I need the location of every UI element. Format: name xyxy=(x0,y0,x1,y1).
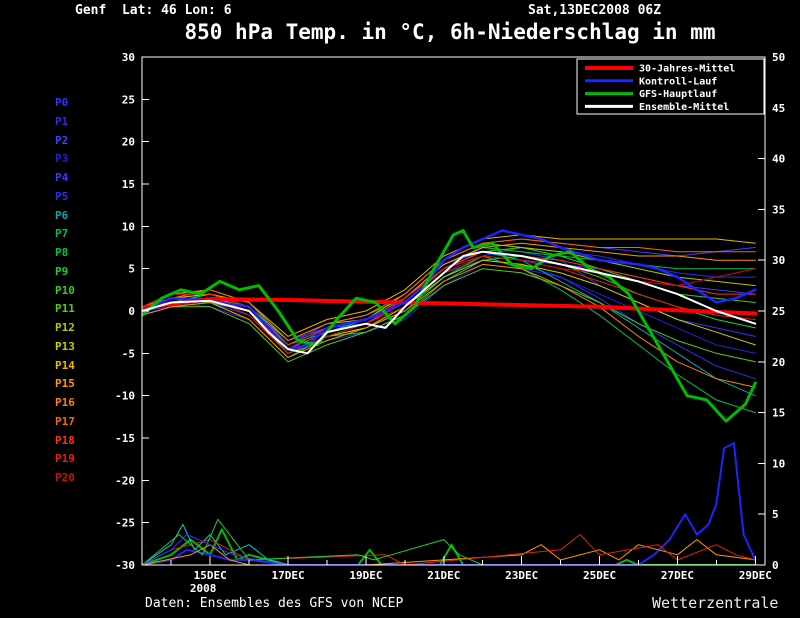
legend-label: 30-Jahres-Mittel xyxy=(639,63,735,75)
member-label-P0: P0 xyxy=(55,96,69,109)
ensemble-member-line-P16 xyxy=(142,263,756,388)
series-group xyxy=(142,229,758,565)
y-right-tick-label: 40 xyxy=(772,153,785,166)
y-right-tick-label: 35 xyxy=(772,203,785,216)
series-line-Ensemble-Mittel xyxy=(142,250,757,355)
ensemble-member-line-P5 xyxy=(142,259,756,380)
brand-wetterzentrale: Wetterzentrale xyxy=(652,594,779,612)
member-label-P9: P9 xyxy=(55,264,69,278)
y-right-tick-label: 25 xyxy=(772,305,785,318)
member-labels: P0 P1 P2 P3 P4 P5 P6 P7 P8 P9 P10 P11 P12 P13 P14 P15 P1… xyxy=(55,94,75,488)
member-label-P6: P6 xyxy=(55,208,69,222)
x-tick-label: 15DEC xyxy=(194,569,227,582)
y-left-tick-label: -15 xyxy=(115,432,135,445)
data-source: Daten: Ensembles des GFS von NCEP xyxy=(145,596,404,611)
y-right-tick-label: 30 xyxy=(772,254,785,267)
member-label-P14: P14 xyxy=(55,358,75,372)
series-line-Kontroll-Lauf xyxy=(142,229,757,351)
member-label-P10: P10 xyxy=(55,283,75,297)
member-label-P8: P8 xyxy=(55,246,69,259)
y-left-tick-label: 10 xyxy=(122,220,135,233)
station-info: Genf Lat: 46 Lon: 6 xyxy=(75,3,232,18)
x-tick-label: 23DEC xyxy=(505,569,538,582)
chart-title: 850 hPa Temp. in °C, 6h-Niederschlag in … xyxy=(184,20,716,44)
y-right-tick-label: 15 xyxy=(772,407,785,420)
legend-label: Ensemble-Mittel xyxy=(639,101,729,113)
member-label-P1: P1 xyxy=(55,114,69,128)
y-right-tick-label: 45 xyxy=(772,102,785,115)
legend-label: GFS-Hauptlauf xyxy=(639,89,717,100)
member-label-P7: P7 xyxy=(55,227,69,241)
y-left-tick-label: 5 xyxy=(128,263,135,276)
y-left-tick-label: -20 xyxy=(115,474,135,487)
member-label-P12: P12 xyxy=(55,321,75,334)
y-left-tick-label: 20 xyxy=(122,136,135,149)
member-label-P20: P20 xyxy=(55,471,75,484)
y-left-tick-label: 15 xyxy=(122,178,135,191)
x-tick-label: 29DEC xyxy=(739,569,772,582)
series-line-GFS-Hauptlauf xyxy=(142,229,757,423)
member-label-P13: P13 xyxy=(55,339,75,353)
ensemble-member-line-P19 xyxy=(142,255,756,346)
precip-line-member-precip-3 xyxy=(142,534,756,565)
y-right-tick-label: 10 xyxy=(772,457,785,470)
precip-line-member-precip-2 xyxy=(142,539,756,565)
member-label-P15: P15 xyxy=(55,377,75,391)
precip-line-member-precip-1 xyxy=(142,523,756,565)
y-right-tick-label: 5 xyxy=(772,508,779,521)
y-right-tick-label: 20 xyxy=(772,356,785,369)
member-label-P4: P4 xyxy=(55,171,69,184)
y-left-tick-label: -5 xyxy=(122,347,135,360)
member-label-P2: P2 xyxy=(55,133,69,147)
y-left-tick-label: -30 xyxy=(115,559,135,572)
y-left-tick-label: -10 xyxy=(115,390,135,403)
precip-line-member-precip-5 xyxy=(142,534,756,565)
x-tick-label: 19DEC xyxy=(349,569,382,582)
ensemble-member-line-P10 xyxy=(142,247,756,342)
member-label-P5: P5 xyxy=(55,189,69,203)
run-datetime: Sat,13DEC2008 06Z xyxy=(528,3,662,18)
ensemble-member-line-P0 xyxy=(142,247,756,342)
member-label-P17: P17 xyxy=(55,414,75,428)
member-label-P16: P16 xyxy=(55,396,75,409)
y-right-tick-label: 50 xyxy=(772,51,785,64)
member-label-P18: P18 xyxy=(55,433,75,447)
y-left-tick-label: 25 xyxy=(122,93,135,106)
x-tick-label: 21DEC xyxy=(427,569,460,582)
x-tick-label: 17DEC xyxy=(271,569,304,582)
ensemble-member-line-P6 xyxy=(142,251,756,397)
series-line-30-Jahres-Mittel xyxy=(142,297,758,316)
member-label-P19: P19 xyxy=(55,452,75,466)
ensemble-member-line-P2 xyxy=(142,238,756,346)
y-left-tick-label: 0 xyxy=(128,305,135,318)
x-tick-label: 27DEC xyxy=(661,569,694,582)
precip-line-kontroll-lauf-precip xyxy=(142,442,757,565)
y-right-tick-label: 0 xyxy=(772,559,779,572)
x-tick-label: 25DEC xyxy=(583,569,616,582)
member-label-P11: P11 xyxy=(55,302,75,316)
y-left-tick-label: -25 xyxy=(115,517,135,530)
legend-label: Kontroll-Lauf xyxy=(639,76,717,87)
ensemble-member-line-P11 xyxy=(142,268,756,363)
y-left-tick-label: 30 xyxy=(122,51,135,64)
x-year-label: 2008 xyxy=(190,582,217,595)
member-label-P3: P3 xyxy=(55,152,69,166)
precip-line-member-precip-4 xyxy=(142,518,756,565)
